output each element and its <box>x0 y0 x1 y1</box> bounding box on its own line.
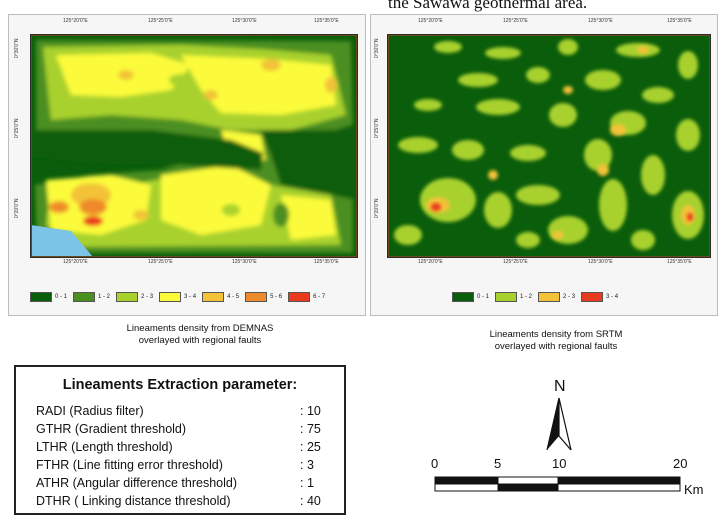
tick-label: 0°30'0"N <box>14 38 20 58</box>
parameter-name: RADI (Radius filter) <box>36 404 144 418</box>
right-density-map <box>387 34 711 258</box>
tick-label: 125°35'0"E <box>314 259 339 265</box>
legend-label: 2 - 3 <box>141 294 154 300</box>
parameter-value: : 75 <box>300 422 321 436</box>
legend-item: 5 - 6 <box>245 292 282 302</box>
legend-swatch <box>288 292 311 302</box>
legend-swatch <box>73 292 96 302</box>
legend-swatch <box>159 292 182 302</box>
tick-label: 125°25'0"E <box>148 18 173 24</box>
legend-item: 3 - 4 <box>159 292 196 302</box>
legend-label: 3 - 4 <box>184 294 197 300</box>
left-map-caption: Lineaments density from DEMNAS overlayed… <box>80 323 320 347</box>
legend-label: 1 - 2 <box>98 294 111 300</box>
tick-label: 125°35'0"E <box>667 18 692 24</box>
caption-line: Lineaments density from SRTM <box>489 329 623 340</box>
legend-label: 0 - 1 <box>477 294 490 300</box>
parameter-value: : 40 <box>300 494 321 508</box>
legend-swatch <box>245 292 268 302</box>
north-arrow-icon <box>546 397 572 451</box>
caption-line: overlayed with regional faults <box>494 341 618 352</box>
parameters-title: Lineaments Extraction parameter: <box>62 377 298 393</box>
legend-item: 3 - 4 <box>581 292 618 302</box>
parameter-name: GTHR (Gradient threshold) <box>36 422 187 436</box>
parameter-value: : 3 <box>300 458 314 472</box>
tick-label: 125°30'0"E <box>588 259 613 265</box>
scale-label: 10 <box>552 456 567 471</box>
tick-label: 0°30'0"N <box>374 38 380 58</box>
right-density-raster <box>388 35 710 257</box>
parameter-value: : 1 <box>300 476 314 490</box>
tick-label: 0°20'0"N <box>374 198 380 218</box>
parameter-name: LTHR (Length threshold) <box>36 440 173 454</box>
scale-label: 20 <box>673 456 688 471</box>
tick-label: 125°20'0"E <box>63 18 88 24</box>
tick-label: 125°30'0"E <box>232 18 257 24</box>
tick-label: 125°20'0"E <box>63 259 88 265</box>
legend-label: 4 - 5 <box>227 294 240 300</box>
tick-label: 0°25'0"N <box>14 118 20 138</box>
right-map-legend: 0 - 1 1 - 2 2 - 3 3 - 4 <box>452 292 618 302</box>
scale-label: 0 <box>431 456 439 471</box>
legend-item: 0 - 1 <box>30 292 67 302</box>
legend-label: 5 - 6 <box>270 294 283 300</box>
tick-label: 125°25'0"E <box>503 259 528 265</box>
tick-label: 125°35'0"E <box>667 259 692 265</box>
left-density-raster <box>31 35 357 257</box>
legend-label: 3 - 4 <box>606 294 619 300</box>
legend-label: 6 - 7 <box>313 294 326 300</box>
parameter-name: DTHR ( Linking distance threshold) <box>36 494 231 508</box>
legend-label: 1 - 2 <box>520 294 533 300</box>
legend-label: 0 - 1 <box>55 294 68 300</box>
caption-line: Lineaments density from DEMNAS <box>126 323 274 334</box>
parameter-value: : 10 <box>300 404 321 418</box>
figure-caption-fragment: the Sawawa geothermal area. <box>388 0 588 12</box>
legend-swatch <box>30 292 52 302</box>
tick-label: 0°20'0"N <box>14 198 20 218</box>
legend-item: 1 - 2 <box>73 292 110 302</box>
legend-label: 2 - 3 <box>563 294 576 300</box>
tick-label: 125°30'0"E <box>232 259 257 265</box>
parameter-name: ATHR (Angular difference threshold) <box>36 476 238 490</box>
tick-label: 125°35'0"E <box>314 18 339 24</box>
tick-label: 0°25'0"N <box>374 118 380 138</box>
tick-label: 125°25'0"E <box>148 259 173 265</box>
legend-swatch <box>581 292 604 302</box>
extraction-parameters-box: Lineaments Extraction parameter: RADI (R… <box>14 365 346 515</box>
tick-label: 125°25'0"E <box>503 18 528 24</box>
legend-item: 2 - 3 <box>116 292 153 302</box>
sea-area <box>31 225 93 257</box>
right-map-caption: Lineaments density from SRTM overlayed w… <box>436 329 676 353</box>
tick-label: 125°30'0"E <box>588 18 613 24</box>
tick-label: 125°20'0"E <box>418 18 443 24</box>
parameter-name: FTHR (Line fitting error threshold) <box>36 458 223 472</box>
legend-swatch <box>495 292 518 302</box>
scale-label: 5 <box>494 456 502 471</box>
parameter-value: : 25 <box>300 440 321 454</box>
legend-swatch <box>116 292 139 302</box>
legend-item: 4 - 5 <box>202 292 239 302</box>
tick-label: 125°20'0"E <box>418 259 443 265</box>
north-label: N <box>554 378 566 395</box>
scale-bar <box>434 476 681 492</box>
legend-item: 1 - 2 <box>495 292 532 302</box>
caption-line: overlayed with regional faults <box>138 335 262 346</box>
left-map-legend: 0 - 1 1 - 2 2 - 3 3 - 4 4 - 5 5 - 6 6 - … <box>30 292 325 302</box>
legend-item: 0 - 1 <box>452 292 489 302</box>
left-density-map <box>30 34 358 258</box>
legend-swatch <box>538 292 561 302</box>
legend-item: 2 - 3 <box>538 292 575 302</box>
legend-item: 6 - 7 <box>288 292 325 302</box>
legend-swatch <box>202 292 225 302</box>
legend-swatch <box>452 292 474 302</box>
scale-unit: Km <box>684 482 704 497</box>
